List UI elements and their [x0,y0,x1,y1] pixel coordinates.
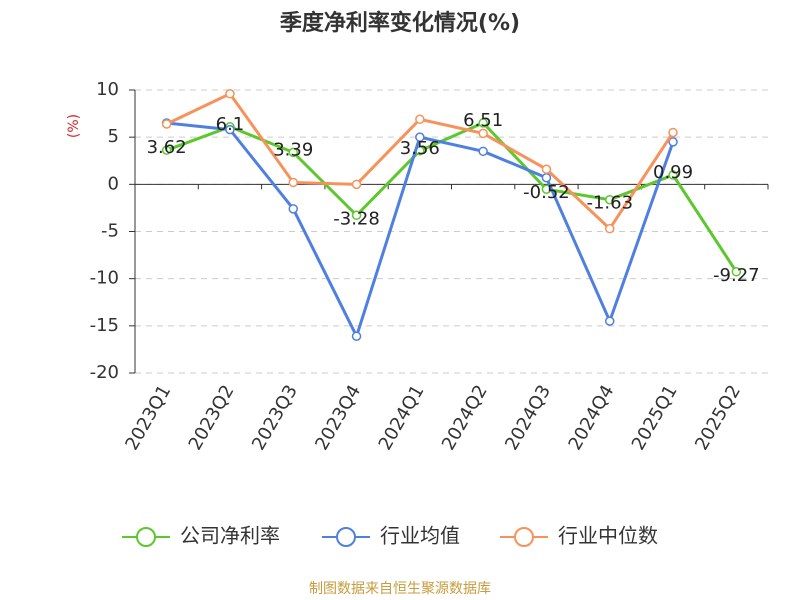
x-tick-label: 2025Q1 [628,382,682,454]
x-tick-label: 2023Q2 [185,382,239,454]
data-label: -0.52 [523,182,570,203]
data-point [605,223,615,234]
x-tick-label: 2023Q1 [121,382,175,454]
data-label: 3.39 [273,139,313,160]
data-point [288,204,298,214]
y-tick-label: 0 [108,173,119,194]
x-tick-label: 2023Q3 [248,382,302,454]
legend-item: 行业均值 [322,524,460,548]
data-point [478,128,488,139]
legend-label: 公司净利率 [180,524,280,548]
data-point [351,331,362,341]
y-tick-label: -10 [90,268,119,289]
x-tick-label: 2025Q2 [691,382,745,454]
data-point [668,137,678,147]
chart-title: 季度净利率变化情况(%) [280,10,520,36]
source-note: 制图数据来自恒生聚源数据库 [309,581,491,597]
data-label: 3.62 [147,137,187,158]
legend-swatch-marker [136,527,156,547]
data-point [161,145,172,155]
y-tick-label: -5 [101,221,119,242]
data-label: 3.56 [400,138,440,159]
data-point [605,194,615,205]
x-tick-label: 2024Q4 [565,382,619,454]
y-tick-label: -20 [90,362,119,383]
data-point [541,172,552,183]
y-axis-label: (%) [66,114,82,138]
data-point [351,210,362,221]
legend-label: 行业均值 [380,524,460,548]
data-point [668,127,678,138]
legend-swatch-marker [336,527,356,547]
legend-swatch-marker [514,527,534,547]
legend-item: 行业中位数 [500,524,658,548]
data-point [605,316,615,326]
data-point [478,146,488,157]
data-point [351,179,362,190]
data-label: 0.99 [653,162,693,183]
data-label: 6.51 [463,110,503,131]
data-label: -3.28 [333,208,380,229]
y-tick-label: 5 [108,126,119,147]
data-point [668,170,678,180]
data-point [415,114,425,124]
data-point [288,147,298,158]
data-point [415,132,425,142]
x-tick-label: 2023Q4 [311,382,365,454]
data-point [288,177,298,188]
data-label: -9.27 [713,265,760,286]
data-point [731,267,742,277]
data-label: -1.63 [586,193,633,214]
y-tick-label: -15 [90,315,119,336]
data-point [541,164,552,174]
data-label: 6.1 [216,114,245,135]
data-point [161,119,172,129]
legend-item: 公司净利率 [122,524,280,548]
data-point [225,89,235,99]
x-tick-label: 2024Q1 [375,382,429,454]
x-tick-label: 2024Q2 [438,382,492,454]
data-point [225,124,235,135]
legend-label: 行业中位数 [558,524,658,548]
y-tick-label: 10 [96,79,119,100]
x-tick-label: 2024Q3 [501,382,555,454]
data-point [478,118,488,128]
